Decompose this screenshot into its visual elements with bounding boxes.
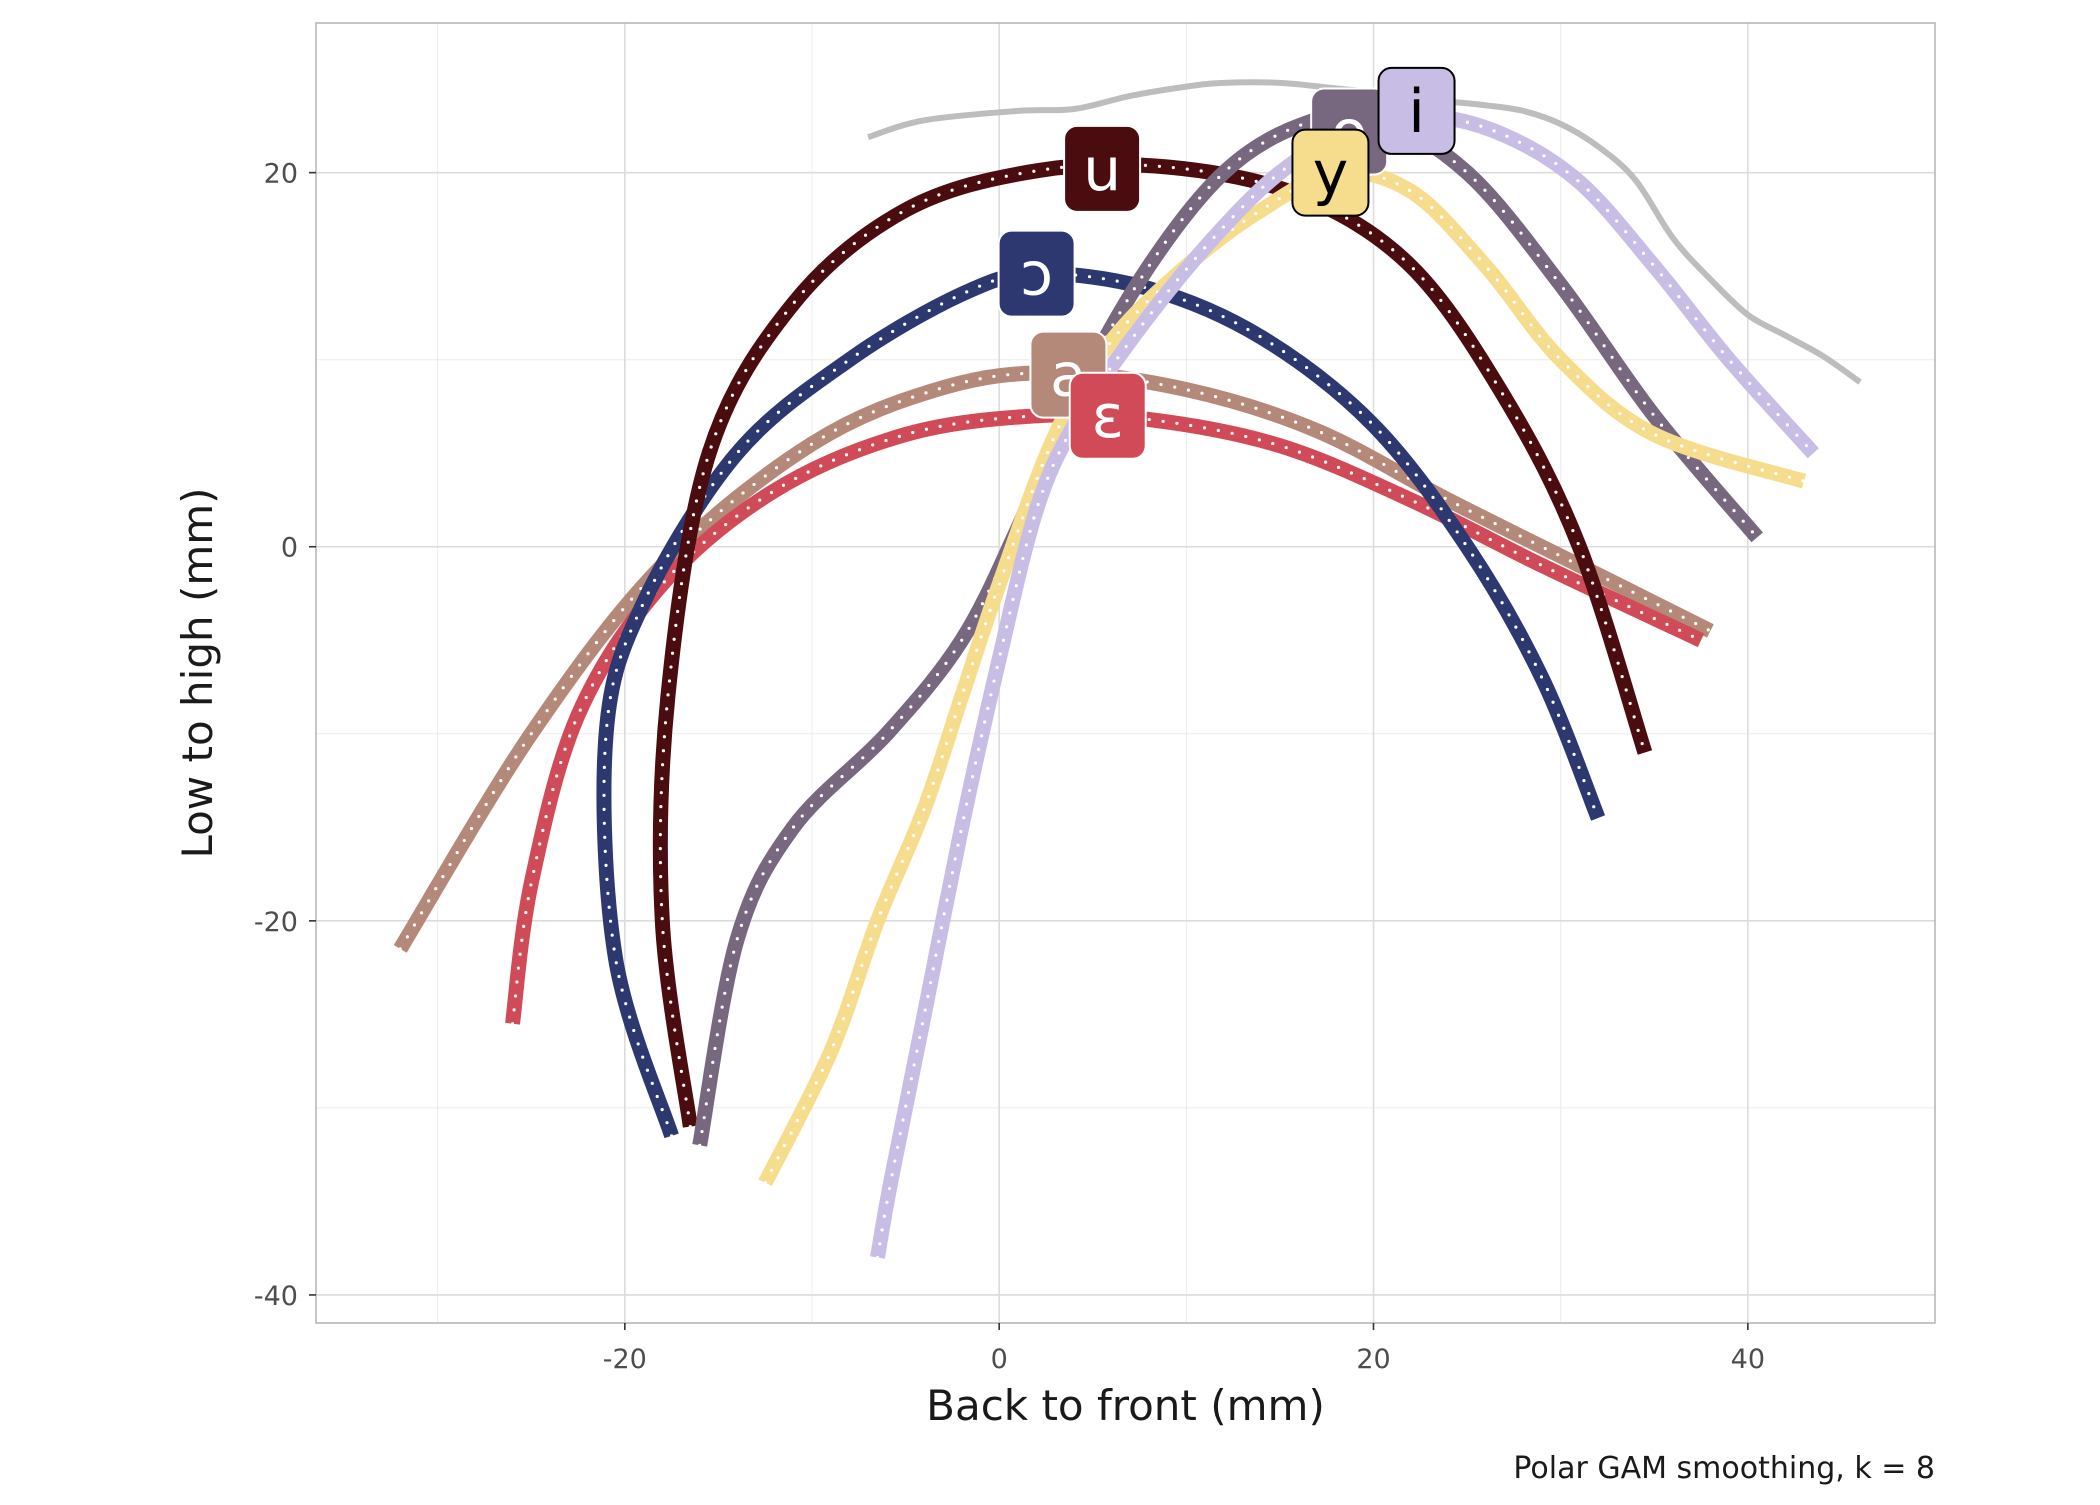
series-line-dots bbox=[698, 111, 1759, 1147]
series-label-text: y bbox=[1313, 139, 1349, 209]
y-tick-label: 0 bbox=[281, 533, 298, 564]
x-tick-label: 20 bbox=[1356, 1344, 1390, 1375]
y-tick-label: -40 bbox=[254, 1281, 298, 1312]
series-label-text: i bbox=[1408, 77, 1425, 147]
series-line-dots bbox=[763, 170, 1806, 1185]
series-line bbox=[870, 108, 1819, 1259]
plot-panel: aɛɔuoyi bbox=[393, 66, 1862, 1260]
series-label-box bbox=[1068, 371, 1147, 460]
chart-caption: Polar GAM smoothing, k = 8 bbox=[1513, 1451, 1935, 1486]
series-label-ɛ: ɛ bbox=[1068, 371, 1147, 460]
x-axis-title: Back to front (mm) bbox=[926, 1381, 1325, 1430]
series-line bbox=[596, 266, 1606, 1139]
series-ɔ bbox=[596, 266, 1606, 1139]
x-tick-label: 0 bbox=[991, 1344, 1008, 1375]
series-label-text: ɛ bbox=[1092, 382, 1124, 452]
series-label-text: ɔ bbox=[1020, 240, 1053, 310]
y-tick-label: 20 bbox=[264, 159, 298, 190]
series-label-y: y bbox=[1291, 128, 1370, 217]
series-label-ɔ: ɔ bbox=[997, 229, 1076, 318]
series-label-box bbox=[997, 229, 1076, 318]
x-tick-label: 40 bbox=[1731, 1344, 1765, 1375]
series-label-text: u bbox=[1083, 135, 1121, 205]
series-label-u: u bbox=[1063, 124, 1142, 213]
series-y bbox=[758, 164, 1807, 1187]
series-label-box bbox=[1377, 66, 1456, 155]
series-label-box bbox=[1063, 124, 1142, 213]
series-o bbox=[692, 105, 1763, 1147]
x-tick-label: -20 bbox=[603, 1344, 647, 1375]
y-tick-label: -20 bbox=[254, 907, 298, 938]
series-line bbox=[652, 157, 1653, 1128]
grid bbox=[316, 23, 1935, 1323]
series-label-box bbox=[1291, 128, 1370, 217]
series-label-i: i bbox=[1377, 66, 1456, 155]
series-u bbox=[652, 157, 1653, 1129]
y-axis-title: Low to high (mm) bbox=[173, 487, 222, 858]
series-i bbox=[870, 108, 1819, 1260]
axes: -20 0 20 40 -40 -20 0 20 bbox=[254, 159, 1765, 1375]
panel-border bbox=[315, 22, 1936, 1324]
